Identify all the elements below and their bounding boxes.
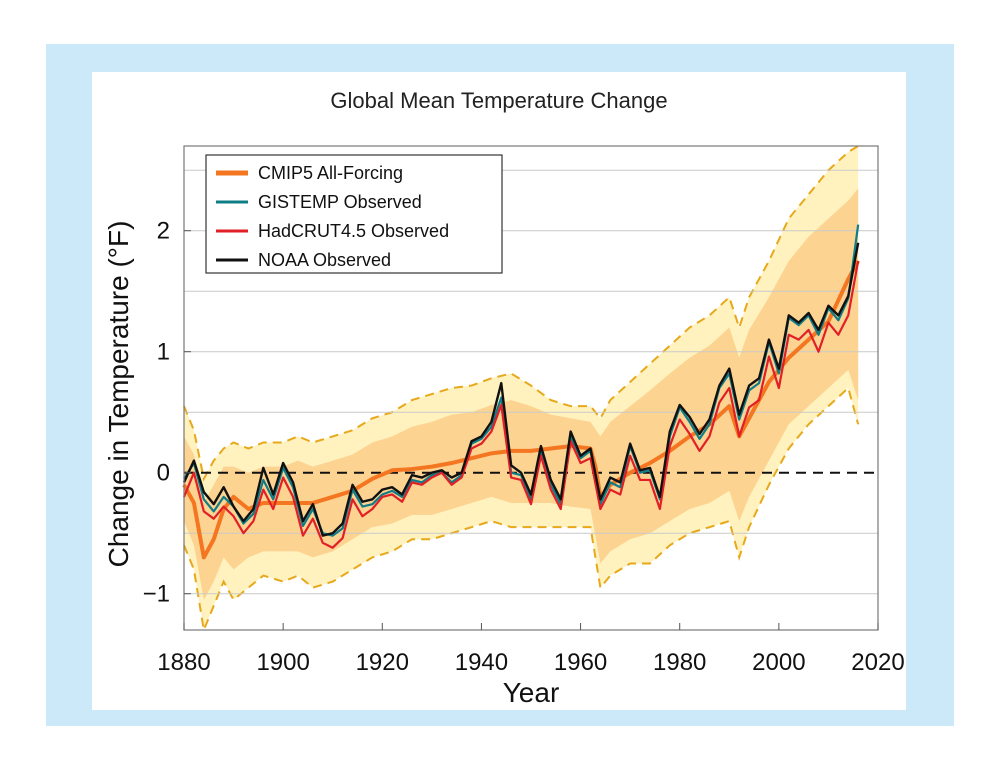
series-lines — [182, 224, 860, 560]
y-tick-label: 2 — [157, 218, 170, 245]
x-tick-label: 2020 — [851, 649, 904, 676]
chart-title: Global Mean Temperature Change — [330, 88, 668, 113]
x-tick-label: 2000 — [752, 649, 805, 676]
y-tick-label: 1 — [157, 339, 170, 366]
x-tick-label: 1980 — [653, 649, 706, 676]
x-tick-label: 1880 — [157, 649, 210, 676]
x-tick-label: 1940 — [455, 649, 508, 676]
plot-area-frame — [183, 145, 879, 631]
uncertainty-bands — [183, 145, 860, 634]
legend-box — [205, 154, 503, 274]
noaa-line — [182, 242, 860, 537]
y-axis-label: Change in Temperature (°F) — [103, 221, 134, 568]
x-axis-label: Year — [503, 677, 560, 708]
axis-ticks: 1880 1900 1920 1940 1960 1980 2000 2020 −1 0 1 2 — [143, 218, 905, 676]
y-tick-label: 0 — [157, 460, 170, 487]
x-tick-label: 1920 — [356, 649, 409, 676]
hadcrut-line — [182, 260, 860, 549]
legend: CMIP5 All-Forcing GISTEMP Observed HadCRUT… — [205, 154, 503, 274]
legend-label-noaa: NOAA Observed — [258, 250, 391, 270]
band-edge-upper — [183, 145, 859, 482]
y-tick-label: −1 — [143, 581, 170, 608]
gridlines — [184, 169, 878, 595]
x-tick-label: 1900 — [256, 649, 309, 676]
legend-label-hadcrut: HadCRUT4.5 Observed — [258, 221, 449, 241]
inner-band — [184, 188, 859, 600]
x-tick-label: 1960 — [554, 649, 607, 676]
legend-label-gistemp: GISTEMP Observed — [258, 192, 422, 212]
legend-label-cmip5: CMIP5 All-Forcing — [258, 163, 403, 183]
band-edge-lower — [183, 386, 860, 634]
